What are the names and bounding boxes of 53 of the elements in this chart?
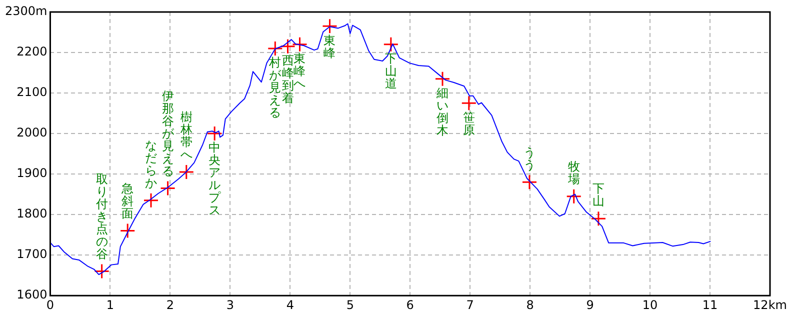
x-tick-label: 11 (702, 298, 718, 312)
x-tick-label: 1 (106, 298, 114, 312)
annotation: 伊那谷が見える (162, 88, 175, 178)
annotation: 樹林帯へ (179, 110, 192, 162)
annotation: 東峰へ (294, 52, 306, 91)
annotation: 急斜面 (120, 181, 134, 220)
annotation: 西峰到着 (282, 54, 294, 106)
point (280, 38, 296, 54)
y-tick-label: 2300m (4, 4, 48, 18)
y-tick-label: 1800 (16, 206, 48, 221)
point (322, 18, 338, 34)
point (522, 174, 538, 190)
annotation: 村が見える (268, 56, 282, 120)
point (120, 223, 136, 239)
point (461, 95, 477, 111)
annotation: なだらか (144, 138, 157, 190)
x-tick-label: 6 (406, 298, 414, 312)
point (267, 40, 283, 56)
point (206, 126, 222, 142)
annotation: 東峰 (324, 33, 336, 60)
annotation: 取り付き点の谷 (94, 172, 108, 261)
annotation: 下山 (592, 182, 604, 208)
y-tick-label: 1900 (16, 166, 48, 180)
point (590, 210, 606, 226)
x-tick-label: 9 (586, 298, 594, 312)
x-tick-label: 3 (226, 298, 234, 312)
x-tick-label: 2 (166, 298, 174, 312)
point (434, 71, 450, 87)
annotation: 細い倒木 (436, 86, 449, 138)
x-tick-label: 8 (526, 298, 534, 312)
x-tick-label: 7 (466, 298, 474, 312)
annotation: 下山道 (384, 52, 397, 91)
x-tick-label: 0 (46, 298, 54, 312)
point (178, 164, 194, 180)
point (292, 36, 308, 52)
annotation: 笹原 (462, 110, 475, 137)
y-tick-label: 1600 (16, 288, 48, 302)
y-tick-label: 2000 (16, 126, 48, 140)
x-tick-label: 4 (286, 298, 294, 312)
y-tick-label: 1700 (16, 247, 48, 262)
annotation: 牧場 (566, 159, 580, 186)
point (94, 264, 110, 280)
point (383, 36, 399, 52)
x-tick-label: 5 (346, 298, 354, 312)
x-tick-label: 10 (642, 298, 658, 312)
annotation: 中央アルプス (208, 140, 222, 218)
point (566, 188, 582, 204)
point (143, 192, 159, 208)
point (160, 180, 176, 196)
y-tick-label: 2100 (16, 85, 48, 100)
x-tick-label: 12km (753, 298, 787, 312)
annotation: うう (523, 145, 536, 172)
y-tick-label: 2200 (16, 44, 48, 59)
